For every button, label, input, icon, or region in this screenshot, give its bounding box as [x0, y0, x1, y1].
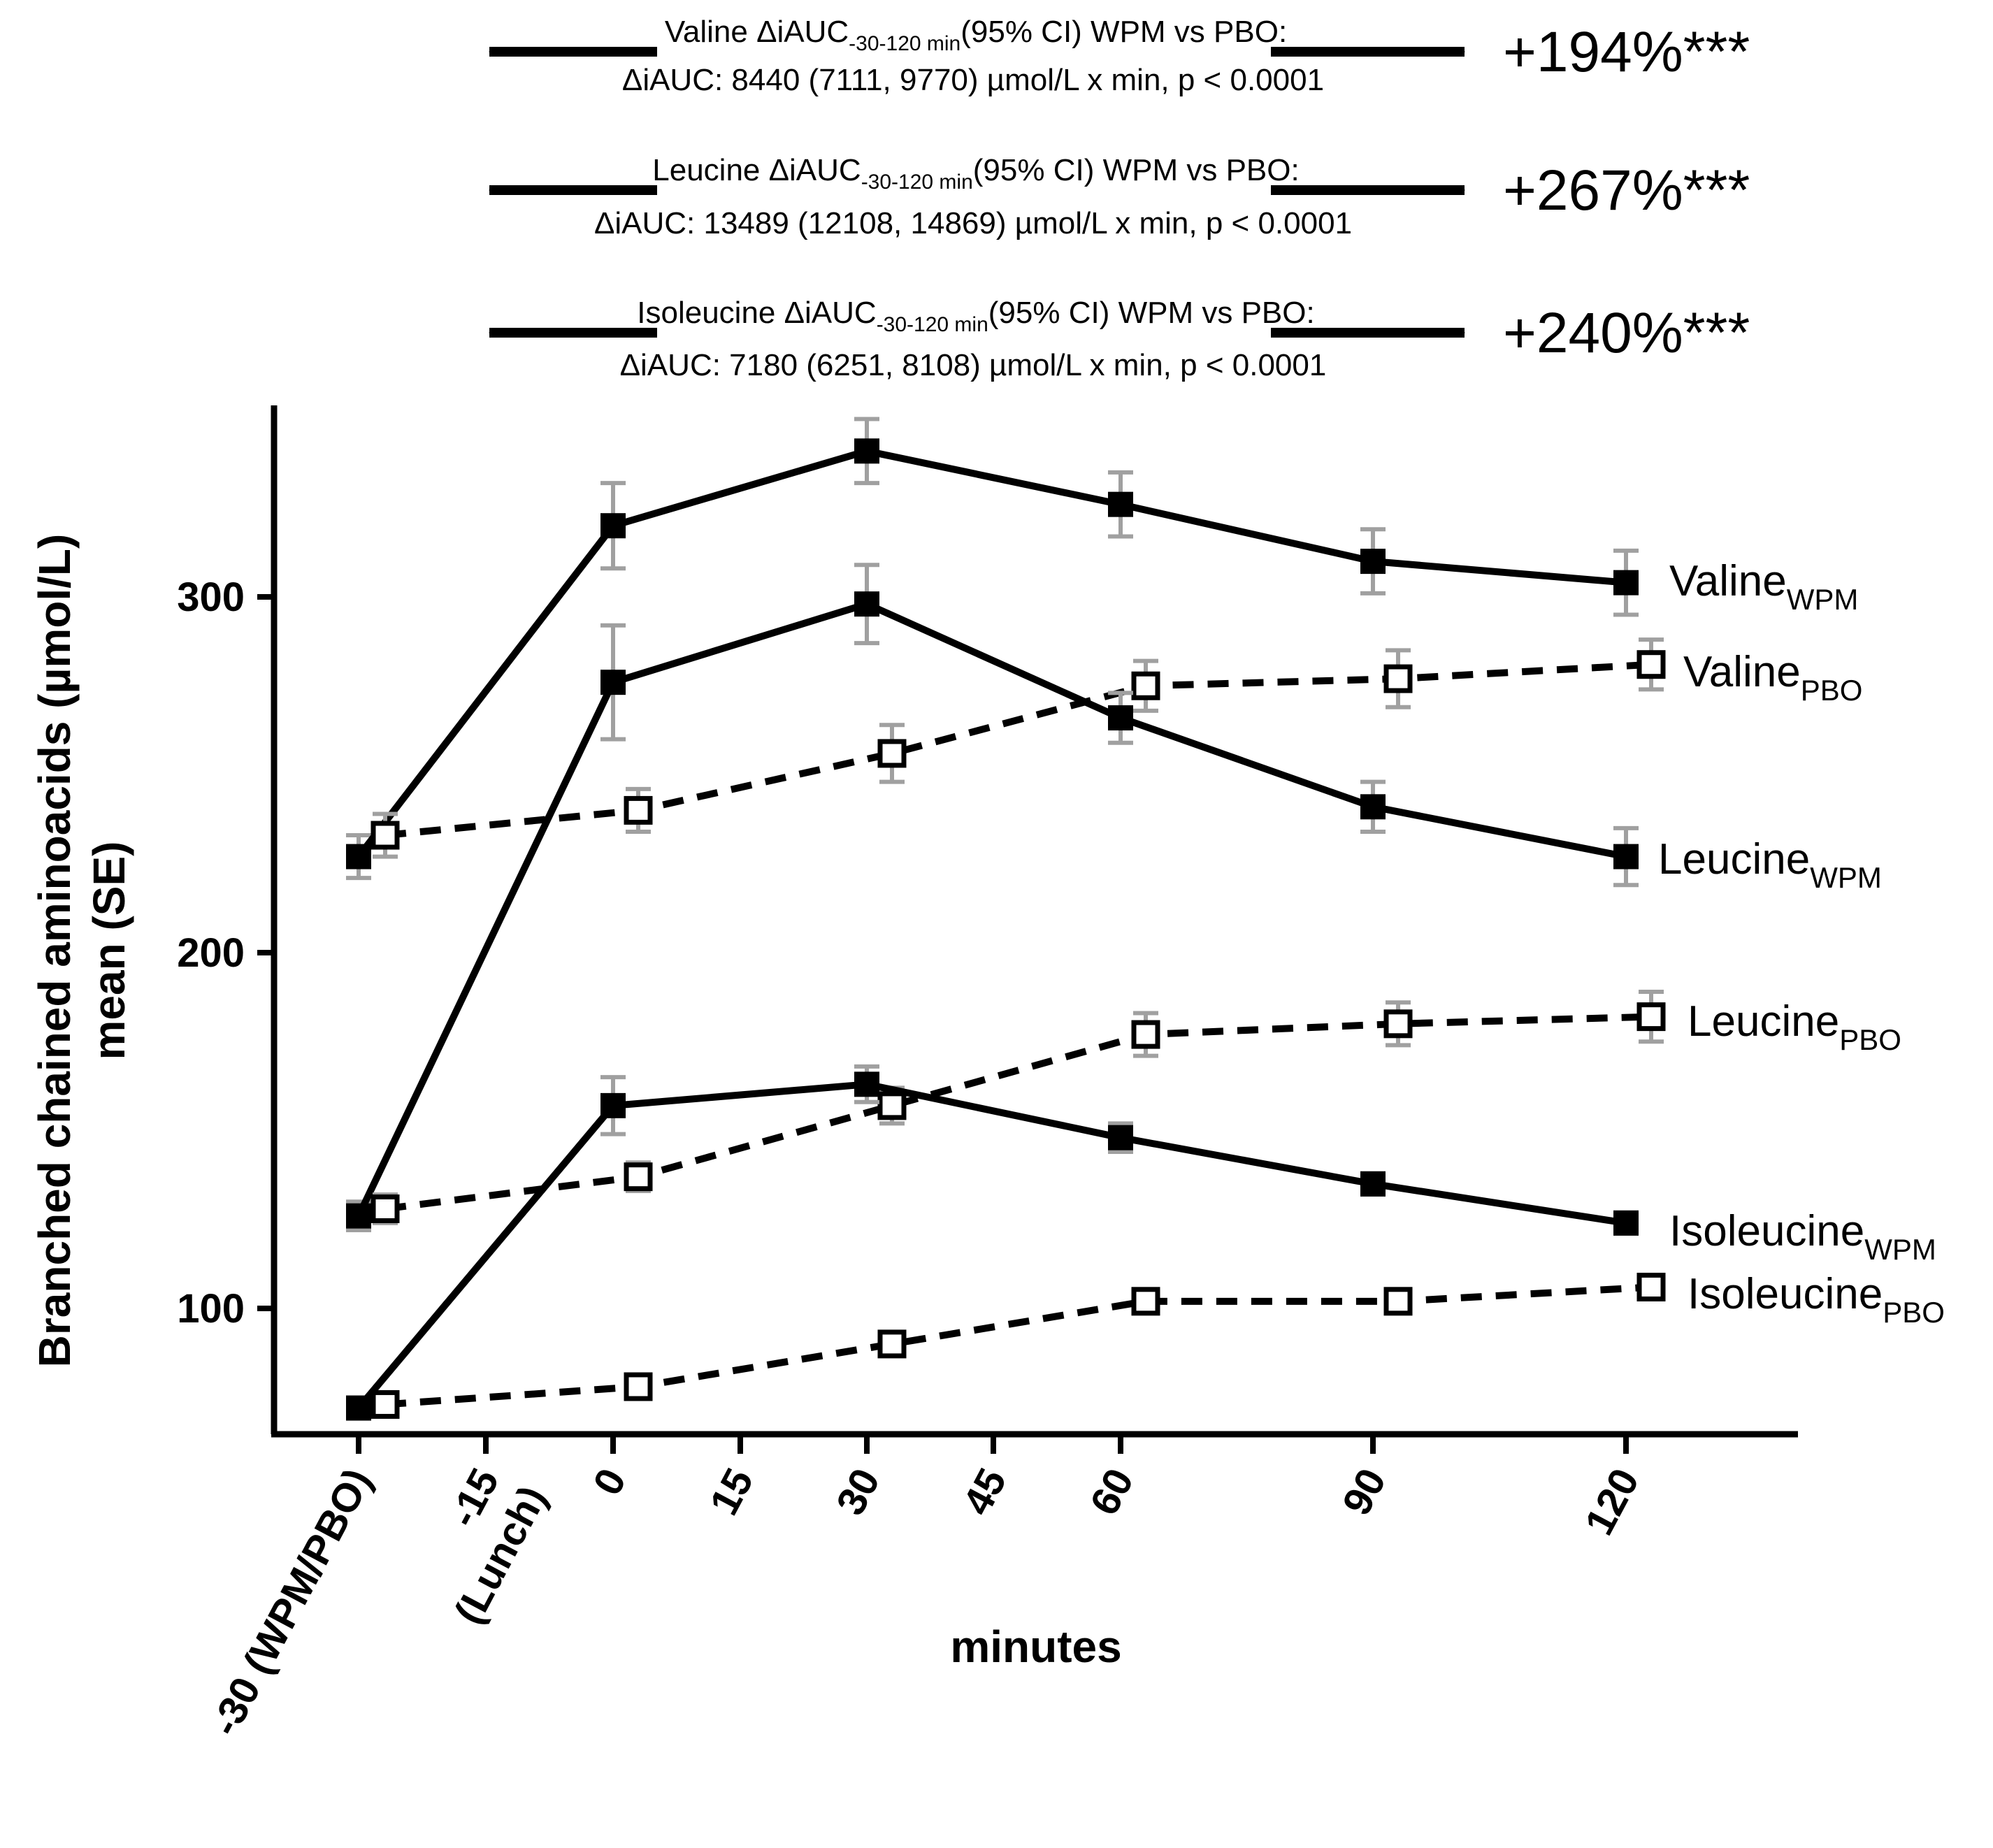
data-point — [854, 1071, 879, 1097]
x-tick-label-group: 30 — [828, 1461, 889, 1522]
data-point — [1131, 1287, 1160, 1316]
series-label: LeucinePBO — [1688, 997, 1901, 1056]
series-leucine-pbo — [370, 989, 1666, 1225]
series-line — [356, 447, 1627, 859]
annotation: Valine ΔiAUC-30-120 min(95% CI) WPM vs P… — [489, 15, 1750, 97]
data-point — [346, 1203, 371, 1229]
data-point — [1360, 794, 1386, 820]
data-point — [1613, 1210, 1639, 1236]
series-line — [355, 600, 1627, 1218]
data-point — [1108, 1125, 1133, 1150]
x-tick-label: 45 — [954, 1461, 1016, 1522]
series-label: IsoleucineWPM — [1669, 1207, 1936, 1266]
series-layer — [346, 417, 1666, 1421]
x-tick-label: 30 — [828, 1461, 889, 1522]
data-point — [600, 670, 626, 695]
series-line — [356, 1081, 1627, 1410]
y-tick-label: 300 — [177, 575, 245, 620]
x-tick-label: 90 — [1334, 1461, 1395, 1522]
x-tick-label: 120 — [1576, 1461, 1648, 1543]
x-tick-label-group: 90 — [1334, 1461, 1395, 1522]
data-point — [1636, 1272, 1666, 1301]
x-ticks: -30 (WPM/PBO) -15(Lunch) 0 15 30 45 60 90 120 — [202, 1434, 1648, 1743]
annotation-line2: ΔiAUC: 13489 (12108, 14869) µmol/L x min… — [594, 206, 1352, 240]
annotation-line2: ΔiAUC: 8440 (7111, 9770) µmol/L x min, p… — [622, 63, 1324, 97]
y-axis-title: Branched chained aminoacids (µmol/L) mea… — [29, 534, 134, 1368]
x-tick-label-group: -15(Lunch) — [440, 1461, 556, 1631]
data-point — [624, 795, 653, 825]
data-point — [1636, 1002, 1666, 1032]
data-point — [624, 1372, 653, 1401]
x-tick-label-group: 60 — [1081, 1461, 1143, 1522]
data-point — [624, 1162, 653, 1192]
series-line — [384, 1013, 1652, 1213]
annotation-line1: Valine ΔiAUC-30-120 min(95% CI) WPM vs P… — [665, 15, 1287, 55]
series-label: ValinePBO — [1683, 648, 1862, 707]
axes — [271, 405, 1798, 1438]
x-tick-label: -30 (WPM/PBO) — [202, 1461, 381, 1743]
x-tick-label: 0 — [584, 1461, 635, 1503]
data-point — [370, 1194, 400, 1223]
data-point — [370, 1389, 400, 1419]
data-point — [346, 1395, 371, 1421]
x-tick-label: 15 — [701, 1461, 763, 1522]
series-isoleucine-wpm — [346, 1064, 1639, 1421]
data-point — [1360, 549, 1386, 575]
y-tick-label: 100 — [177, 1286, 245, 1331]
data-point — [1108, 705, 1133, 731]
data-point — [600, 1092, 626, 1118]
x-tick-label-group: 45 — [954, 1461, 1016, 1522]
y-ticks: 100 200 300 — [177, 575, 274, 1331]
x-tick-label-group: 15 — [701, 1461, 763, 1522]
data-point — [1636, 650, 1666, 679]
data-point — [854, 591, 879, 617]
data-point — [346, 844, 371, 869]
annotation-percent: +240%*** — [1503, 301, 1750, 365]
annotation-line1: Leucine ΔiAUC-30-120 min(95% CI) WPM vs … — [652, 153, 1299, 194]
series-isoleucine-pbo — [370, 1272, 1666, 1419]
data-point — [1613, 570, 1639, 595]
y-tick-label: 200 — [177, 930, 245, 976]
series-line — [384, 660, 1652, 839]
annotation: Leucine ΔiAUC-30-120 min(95% CI) WPM vs … — [489, 153, 1750, 240]
data-point — [877, 1329, 907, 1359]
annotation-line1: Isoleucine ΔiAUC-30-120 min(95% CI) WPM … — [637, 296, 1314, 336]
series-labels: ValineWPM ValinePBO LeucineWPM LeucinePBO Is… — [1658, 557, 1945, 1329]
annotation: Isoleucine ΔiAUC-30-120 min(95% CI) WPM … — [489, 296, 1750, 382]
y-axis-title-line1: Branched chained aminoacids (µmol/L) — [29, 534, 80, 1368]
data-point — [1383, 1287, 1413, 1316]
x-tick-label: 60 — [1081, 1461, 1143, 1522]
data-point — [1108, 491, 1133, 517]
data-point — [1383, 1009, 1413, 1039]
series-line — [384, 1283, 1652, 1408]
data-point — [600, 513, 626, 539]
data-point — [877, 739, 907, 768]
x-axis-title: minutes — [950, 1622, 1121, 1672]
data-point — [1383, 664, 1413, 693]
x-tick-label-group: 120 — [1576, 1461, 1648, 1543]
annotation-percent: +267%*** — [1503, 159, 1750, 222]
annotations-block: Valine ΔiAUC-30-120 min(95% CI) WPM vs P… — [489, 15, 1750, 382]
data-point — [1613, 844, 1639, 869]
annotation-percent: +194%*** — [1503, 20, 1750, 84]
data-point — [854, 438, 879, 464]
x-tick-label-group: -30 (WPM/PBO) — [202, 1461, 381, 1743]
data-point — [1360, 1171, 1386, 1197]
data-point — [1131, 1020, 1160, 1049]
series-valine-wpm — [346, 417, 1639, 881]
data-point — [877, 1091, 907, 1120]
data-point — [370, 821, 400, 850]
x-tick-label-group: 0 — [584, 1461, 635, 1503]
series-label: LeucineWPM — [1658, 835, 1882, 894]
data-point — [1131, 671, 1160, 700]
series-label: ValineWPM — [1669, 557, 1858, 616]
annotation-line2: ΔiAUC: 7180 (6251, 8108) µmol/L x min, p… — [620, 348, 1327, 382]
y-axis-title-line2: mean (SE) — [84, 842, 134, 1060]
series-valine-pbo — [370, 637, 1666, 859]
series-label: IsoleucinePBO — [1688, 1270, 1945, 1329]
series-leucine-wpm — [346, 563, 1639, 1233]
